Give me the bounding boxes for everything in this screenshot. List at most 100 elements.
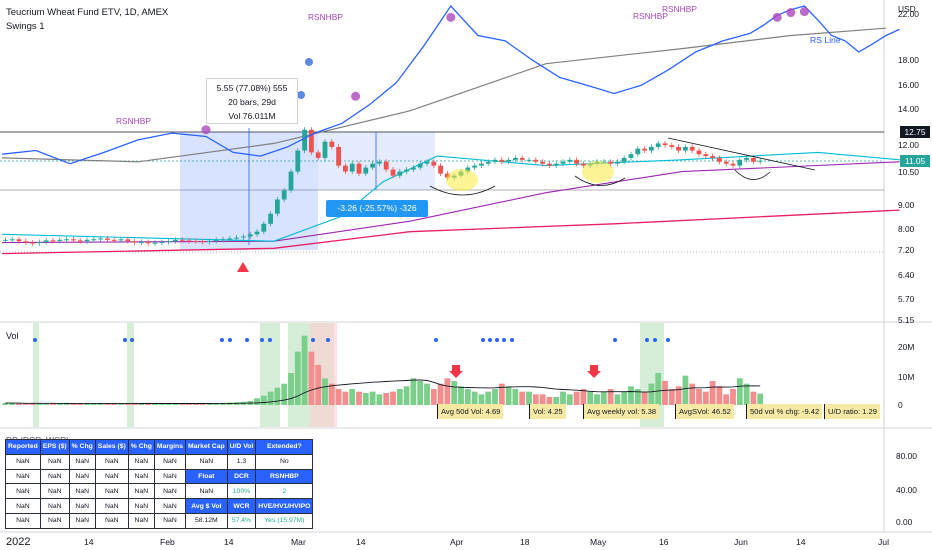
price-tick: 18.00 bbox=[898, 55, 919, 65]
candle-body bbox=[710, 156, 715, 158]
volume-bar bbox=[696, 389, 702, 405]
candle-body bbox=[322, 141, 328, 158]
volume-signal-dot bbox=[220, 338, 224, 342]
candle-body bbox=[207, 240, 212, 243]
price-tick: 5.70 bbox=[898, 294, 915, 304]
candle-body bbox=[465, 167, 471, 172]
volume-bar bbox=[362, 393, 369, 405]
volume-bar bbox=[56, 403, 63, 405]
candle-body bbox=[635, 148, 641, 155]
candle-body bbox=[363, 167, 369, 174]
candle-body bbox=[302, 129, 307, 151]
candle-body bbox=[349, 163, 355, 172]
candle-body bbox=[492, 159, 498, 162]
candle-body bbox=[669, 145, 675, 147]
table-header-cell: Sales ($) bbox=[94, 439, 129, 455]
candle-body bbox=[383, 161, 389, 170]
candle-body bbox=[751, 157, 756, 162]
volume-bar bbox=[77, 403, 84, 405]
table-cell: NaN bbox=[94, 498, 129, 514]
ma-gray-line bbox=[1, 27, 887, 163]
volume-bar bbox=[614, 394, 621, 405]
table-header-cell: Margins bbox=[153, 439, 186, 455]
volume-bar bbox=[267, 391, 274, 405]
volume-bar bbox=[104, 403, 111, 405]
candle-body bbox=[737, 159, 743, 166]
ma-teal-line bbox=[1, 151, 900, 242]
table-cell: NaN bbox=[184, 483, 228, 500]
volume-signal-dot bbox=[653, 338, 657, 342]
price-tick: 10.50 bbox=[898, 167, 919, 177]
candle-body bbox=[315, 152, 321, 158]
candle-body bbox=[57, 239, 63, 241]
volume-bar bbox=[315, 365, 322, 405]
volume-bar bbox=[124, 403, 131, 405]
volume-bar bbox=[485, 391, 492, 405]
volume-highlight bbox=[33, 323, 39, 427]
volume-bar bbox=[594, 394, 600, 405]
rs-pivot-dot bbox=[297, 91, 305, 99]
volume-bar bbox=[662, 381, 668, 405]
candle-body bbox=[281, 190, 287, 200]
volume-bar bbox=[464, 389, 471, 405]
table-cell: 57.4% bbox=[226, 512, 257, 529]
candle-body bbox=[268, 213, 273, 224]
pivot-highlight bbox=[446, 169, 478, 191]
candle-body bbox=[329, 141, 335, 147]
volume-signal-dot bbox=[130, 338, 134, 342]
candle-body bbox=[241, 236, 246, 238]
volume-signal-dot bbox=[666, 338, 670, 342]
volume-bar bbox=[111, 403, 118, 405]
price-tick: 22.00 bbox=[898, 9, 919, 19]
price-tag-upper: 12.75 bbox=[900, 126, 930, 138]
volume-tick: 10M bbox=[898, 372, 914, 382]
volume-bar bbox=[206, 403, 213, 405]
table-header-cell: % Chg bbox=[68, 439, 96, 455]
volume-alert-arrow bbox=[587, 365, 601, 378]
candle-body bbox=[336, 146, 341, 166]
candle-body bbox=[540, 161, 545, 164]
candle-body bbox=[689, 146, 695, 151]
candle-body bbox=[98, 238, 103, 240]
volume-bar bbox=[288, 373, 294, 405]
candle-body bbox=[220, 239, 226, 241]
candle-body bbox=[227, 238, 233, 240]
ma-pink-line bbox=[1, 209, 900, 255]
volume-signal-dot bbox=[33, 338, 37, 342]
candle-body bbox=[649, 146, 654, 151]
candle-body bbox=[377, 161, 382, 164]
table-row: NaN NaN NaN NaN NaN NaN 58.12M 57.4% Yes (15.97M… bbox=[5, 512, 314, 529]
candle-body bbox=[683, 146, 688, 151]
ma-purple-line bbox=[1, 161, 900, 244]
badge-vol: Vol: 4.25 bbox=[529, 404, 566, 419]
candle-body bbox=[431, 161, 437, 166]
candle-body bbox=[526, 159, 532, 161]
table-cell: Yes (15.97M) bbox=[255, 512, 314, 529]
candle-body bbox=[717, 157, 722, 162]
candle-body bbox=[254, 231, 260, 235]
time-tick: Apr bbox=[450, 537, 464, 547]
volume-bar bbox=[138, 403, 145, 405]
table-cell: NaN bbox=[153, 483, 186, 500]
volume-bar bbox=[213, 403, 220, 405]
candle-body bbox=[145, 242, 151, 244]
candle-body bbox=[533, 159, 539, 162]
table-cell: NaN bbox=[94, 453, 129, 470]
volume-bar bbox=[532, 394, 539, 405]
table-cell: WCR bbox=[226, 498, 257, 514]
volume-bar bbox=[709, 381, 716, 405]
table-row: NaN NaN NaN NaN NaN NaN NaN 1.3 No bbox=[5, 453, 314, 470]
indicator-label[interactable]: Swings 1 bbox=[6, 21, 45, 32]
volume-bar bbox=[322, 378, 328, 405]
volume-pane-label[interactable]: Vol bbox=[6, 331, 19, 341]
candle-body bbox=[288, 171, 294, 191]
volume-bar bbox=[152, 403, 158, 405]
chart-title[interactable]: Teucrium Wheat Fund ETV, 1D, AMEX bbox=[6, 7, 169, 18]
volume-bar bbox=[478, 394, 485, 405]
candle-body bbox=[166, 241, 171, 243]
candle-body bbox=[567, 159, 573, 162]
candle-body bbox=[91, 239, 97, 241]
candle-body bbox=[343, 165, 348, 172]
time-tick: 14 bbox=[84, 537, 94, 547]
